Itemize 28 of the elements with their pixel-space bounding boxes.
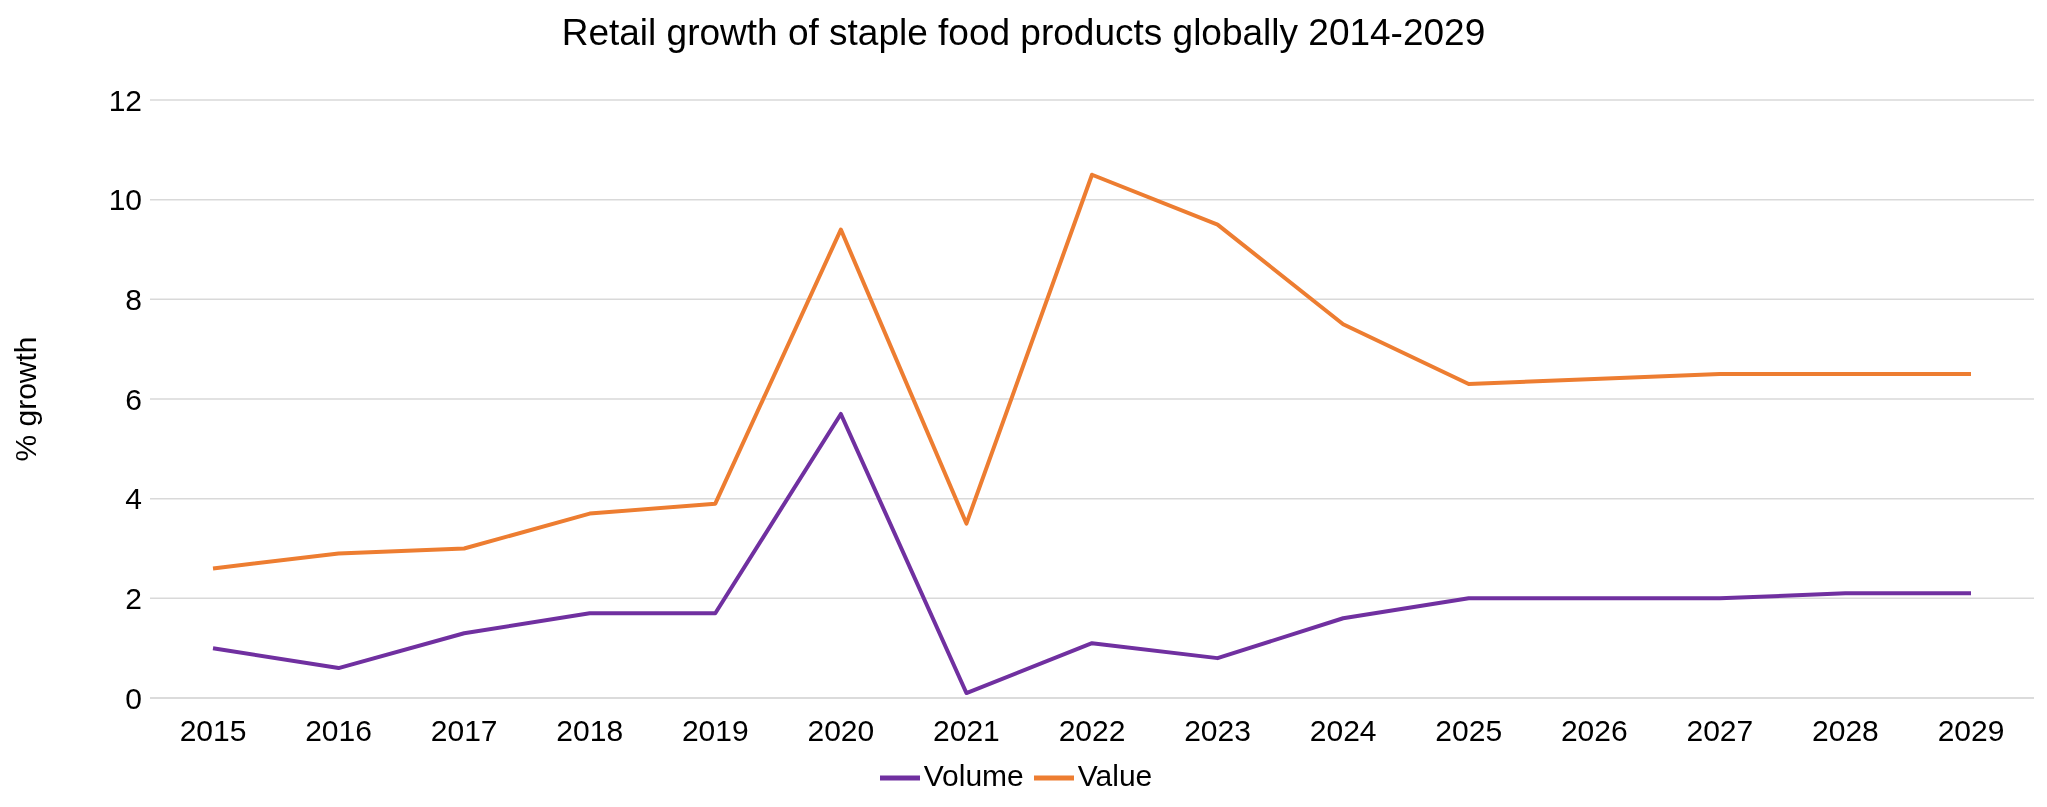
chart-title: Retail growth of staple food products globally 2014-2029 <box>560 11 1487 55</box>
legend-label: Volume <box>923 758 1024 792</box>
x-tick-label: 2021 <box>933 714 1000 748</box>
x-tick-label: 2027 <box>1686 714 1754 748</box>
y-axis-title: % growth <box>8 336 42 462</box>
x-tick-label: 2016 <box>305 714 372 748</box>
x-tick-label: 2024 <box>1309 714 1377 748</box>
x-tick-label: 2023 <box>1184 714 1251 748</box>
x-tick-label: 2028 <box>1812 714 1879 748</box>
legend-label: Value <box>1077 758 1153 792</box>
y-tick-label: 12 <box>108 83 142 117</box>
x-tick-label: 2026 <box>1560 714 1628 748</box>
y-tick-label: 6 <box>125 382 142 416</box>
line-series <box>211 411 1973 696</box>
y-tick-label: 4 <box>125 482 142 516</box>
x-tick-label: 2022 <box>1058 714 1126 748</box>
line-series <box>211 172 1973 571</box>
x-tick-label: 2019 <box>681 714 749 748</box>
x-tick-label: 2015 <box>179 714 247 748</box>
x-tick-label: 2017 <box>430 714 498 748</box>
y-tick-label: 8 <box>125 282 142 316</box>
y-tick-label: 10 <box>108 183 142 217</box>
x-tick-label: 2018 <box>556 714 624 748</box>
y-tick-label: 2 <box>125 581 142 615</box>
x-tick-label: 2020 <box>807 714 875 748</box>
x-tick-label: 2029 <box>1937 714 2005 748</box>
x-tick-label: 2025 <box>1435 714 1503 748</box>
y-tick-label: 0 <box>125 681 142 715</box>
